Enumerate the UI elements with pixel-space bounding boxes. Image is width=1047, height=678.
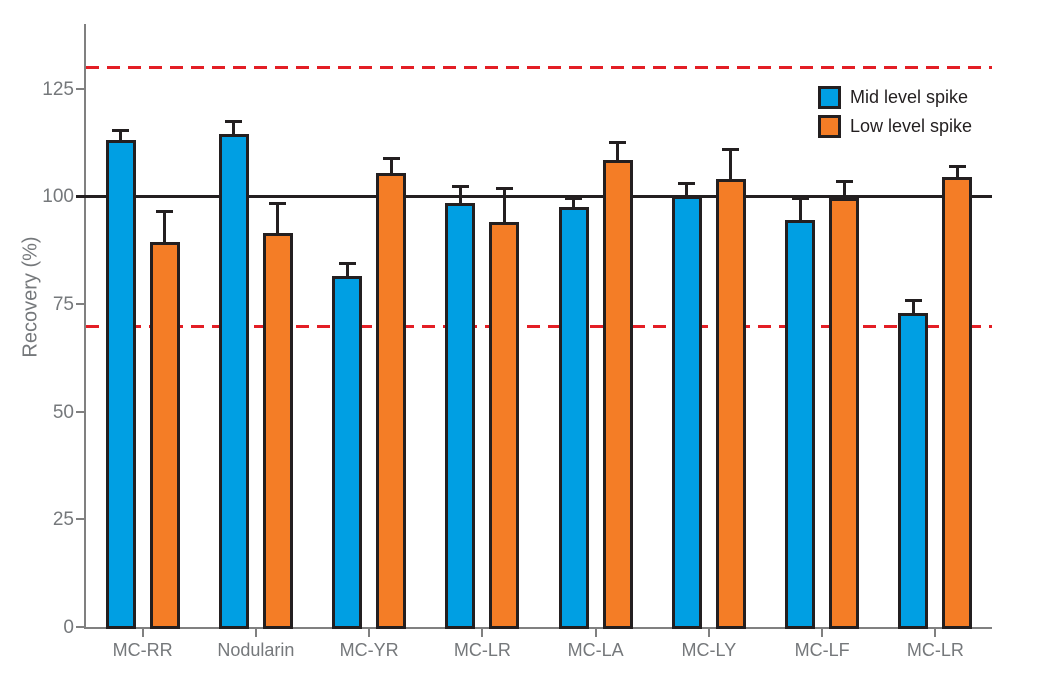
error-bar-stem <box>729 148 733 181</box>
x-tick <box>934 629 937 637</box>
y-axis-line <box>84 24 86 629</box>
x-tick-label: MC-YR <box>339 640 399 660</box>
bar-mid-MC-RR <box>105 140 136 629</box>
y-tick <box>76 87 85 90</box>
y-tick-label: 100 <box>42 186 74 208</box>
error-bar-cap <box>904 298 922 302</box>
error-bar-cap <box>269 201 287 205</box>
error-bar-stem <box>458 185 462 204</box>
bar-low-MC-LR <box>489 222 520 629</box>
error-bar-cap <box>948 165 966 169</box>
y-tick-label: 50 <box>52 401 74 423</box>
error-bar-cap <box>609 141 627 145</box>
bar-mid-MC-YR <box>332 275 363 629</box>
y-tick-label: 125 <box>42 78 74 100</box>
legend-swatch-mid-level-icon <box>818 86 841 109</box>
bar-mid-MC-LR <box>445 202 476 629</box>
legend: Mid level spike Low level spike <box>818 86 972 138</box>
bar-mid-MC-LF <box>785 219 816 629</box>
reference-line-lower-limit <box>86 324 992 328</box>
error-bar-stem <box>276 202 280 234</box>
x-axis-line <box>84 627 992 629</box>
x-tick <box>481 629 484 637</box>
reference-line-upper-limit <box>86 66 992 70</box>
error-bar-stem <box>163 211 167 243</box>
x-tick <box>821 629 824 637</box>
bar-mid-Nodularin <box>218 133 249 629</box>
bar-low-MC-LY <box>715 179 746 629</box>
error-bar-cap <box>225 119 243 123</box>
legend-swatch-low-level-icon <box>818 115 841 138</box>
x-tick <box>368 629 371 637</box>
error-bar-cap <box>722 147 740 151</box>
y-tick-label: 25 <box>52 509 74 531</box>
error-bar-cap <box>565 197 583 201</box>
reference-line-target-recovery <box>76 195 992 199</box>
error-bar-stem <box>345 263 349 277</box>
x-tick <box>141 629 144 637</box>
y-tick <box>76 518 85 521</box>
legend-item-low-level-spike: Low level spike <box>818 115 972 138</box>
bar-low-MC-LF <box>829 198 860 629</box>
bar-low-MC-LA <box>602 159 633 629</box>
error-bar-cap <box>382 156 400 160</box>
error-bar-stem <box>232 120 236 135</box>
x-tick-label: MC-LR <box>906 640 964 660</box>
x-tick-label: Nodularin <box>217 640 295 660</box>
error-bar-cap <box>835 180 853 184</box>
legend-item-mid-level-spike: Mid level spike <box>818 86 972 109</box>
bar-low-MC-RR <box>149 241 180 629</box>
bar-low-MC-LR <box>942 176 973 629</box>
y-tick <box>76 302 85 305</box>
error-bar-cap <box>678 182 696 186</box>
bar-low-Nodularin <box>262 232 293 629</box>
y-tick-label: 0 <box>63 617 74 638</box>
error-bar-stem <box>502 187 506 224</box>
error-bar-stem <box>955 166 959 178</box>
error-bar-stem <box>119 129 123 142</box>
error-bar-stem <box>616 142 620 161</box>
error-bar-cap <box>112 128 130 132</box>
error-bar-stem <box>685 183 689 198</box>
x-tick-label: MC-LF <box>794 640 850 660</box>
error-bar-stem <box>798 198 802 221</box>
legend-label-low-level: Low level spike <box>850 116 973 136</box>
error-bar-stem <box>389 157 393 174</box>
x-tick-label: MC-LA <box>567 640 624 660</box>
x-tick <box>594 629 597 637</box>
x-tick <box>254 629 257 637</box>
bar-mid-MC-LR <box>898 312 929 629</box>
bar-low-MC-YR <box>376 172 407 629</box>
y-tick <box>76 410 85 413</box>
x-tick-label: MC-LR <box>453 640 511 660</box>
x-tick <box>707 629 710 637</box>
error-bar-cap <box>791 197 809 201</box>
y-tick-label: 75 <box>52 293 74 315</box>
legend-label-mid-level: Mid level spike <box>850 87 969 107</box>
x-tick-label: MC-LY <box>681 640 737 660</box>
bar-mid-MC-LA <box>558 207 589 629</box>
error-bar-cap <box>156 210 174 214</box>
error-bar-cap <box>338 262 356 266</box>
bar-mid-MC-LY <box>671 196 702 629</box>
error-bar-stem <box>572 198 576 209</box>
y-tick <box>76 626 85 628</box>
error-bar-stem <box>842 181 846 200</box>
error-bar-cap <box>451 184 469 188</box>
error-bar-stem <box>911 299 915 314</box>
x-tick-label: MC-RR <box>112 640 173 660</box>
error-bar-cap <box>495 186 513 190</box>
